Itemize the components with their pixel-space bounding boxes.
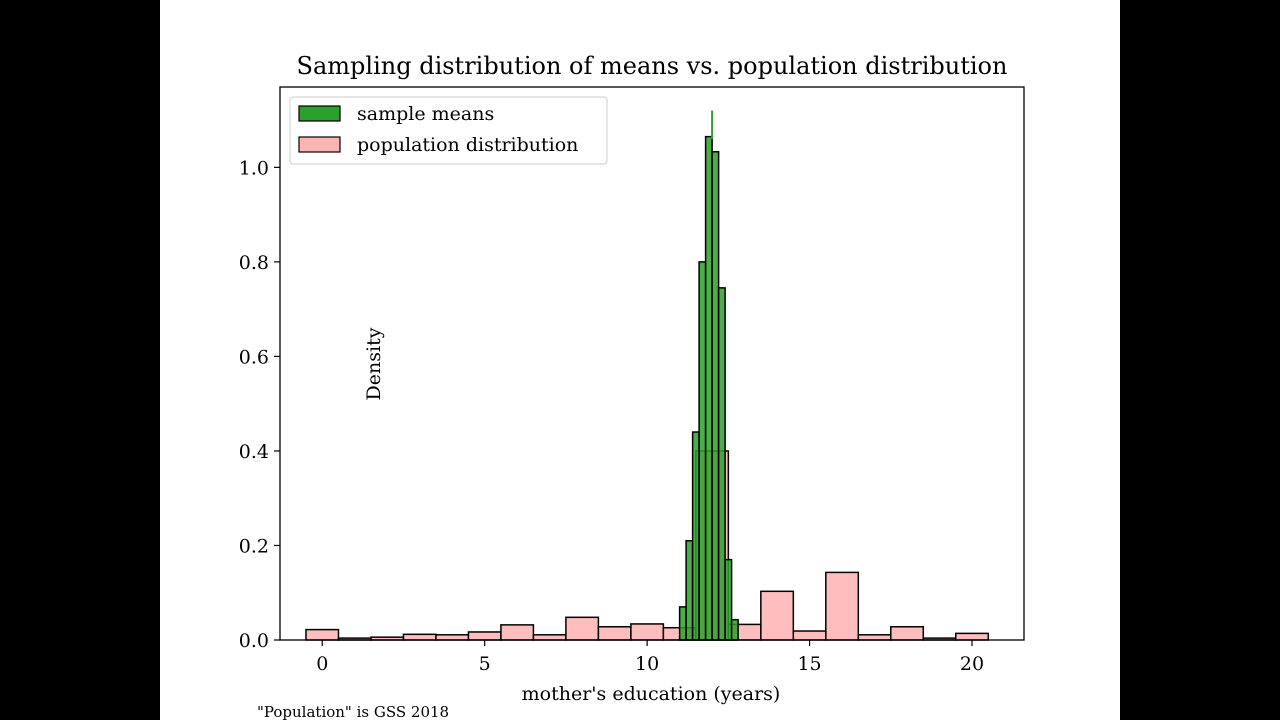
source-caption: "Population" is GSS 2018 xyxy=(257,703,450,720)
legend: sample means population distribution xyxy=(289,96,608,165)
y-tick-label-0: 0.0 xyxy=(239,630,269,652)
bar-population-distribution-8 xyxy=(565,616,600,641)
bar-population-distribution-16 xyxy=(825,571,860,641)
bar-sample-means-3 xyxy=(698,261,707,641)
bar-population-distribution-0 xyxy=(305,628,340,641)
bar-population-distribution-14 xyxy=(760,590,795,641)
legend-swatch-population-distribution xyxy=(298,136,341,153)
bar-sample-means-6 xyxy=(717,287,726,641)
bar-population-distribution-7 xyxy=(532,634,567,641)
bar-population-distribution-3 xyxy=(402,633,437,641)
legend-swatch-sample-means xyxy=(298,105,341,122)
legend-label-sample-means: sample means xyxy=(357,103,494,125)
x-tick-label-10: 10 xyxy=(635,653,659,675)
axes-background xyxy=(280,87,1024,640)
y-tick-label-1: 0.2 xyxy=(239,535,269,557)
x-tick-label-5: 5 xyxy=(479,653,491,675)
x-tick-label-0: 0 xyxy=(316,653,328,675)
y-tick-label-3: 0.6 xyxy=(239,346,269,368)
bar-population-distribution-15 xyxy=(792,630,827,641)
bar-population-distribution-4 xyxy=(435,634,470,641)
bar-population-distribution-18 xyxy=(890,626,925,641)
legend-frame xyxy=(289,96,608,165)
bar-sample-means-5 xyxy=(711,151,720,641)
bar-sample-means-8 xyxy=(730,618,739,641)
axes-frame xyxy=(279,86,1025,641)
bar-population-distribution-17 xyxy=(857,634,892,641)
histogram-chart: Sampling distribution of means vs. popul… xyxy=(239,52,1025,705)
x-axis-label: mother's education (years) xyxy=(522,683,781,705)
bar-population-distribution-10 xyxy=(630,623,665,641)
bar-sample-means-0 xyxy=(678,606,687,641)
bar-population-distribution-9 xyxy=(597,626,632,641)
bar-sample-means-4 xyxy=(704,135,713,641)
plot-area: 0 5 10 15 20 0.0 0.2 0.4 0.6 0.8 1.0 xyxy=(239,86,1025,675)
bar-population-distribution-6 xyxy=(500,624,535,641)
y-axis-label: Density xyxy=(363,327,385,400)
legend-label-population-distribution: population distribution xyxy=(357,134,578,156)
bar-population-distribution-5 xyxy=(467,631,502,641)
x-tick-label-15: 15 xyxy=(797,653,821,675)
y-tick-label-2: 0.4 xyxy=(239,441,269,463)
bar-sample-means-2 xyxy=(691,431,700,641)
chart-slide: Sampling distribution of means vs. popul… xyxy=(160,0,1120,720)
x-tick-label-20: 20 xyxy=(960,653,984,675)
bar-sample-means-7 xyxy=(724,558,733,641)
y-tick-label-5: 1.0 xyxy=(239,157,269,179)
bar-population-distribution-20 xyxy=(955,632,990,641)
y-tick-label-4: 0.8 xyxy=(239,252,269,274)
bar-sample-means-1 xyxy=(685,539,694,641)
chart-title: Sampling distribution of means vs. popul… xyxy=(297,52,1008,80)
